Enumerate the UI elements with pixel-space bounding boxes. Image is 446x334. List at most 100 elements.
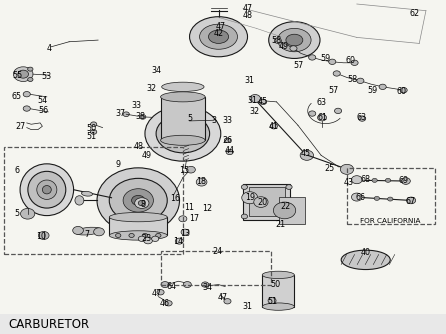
- Circle shape: [38, 231, 49, 239]
- Ellipse shape: [75, 227, 102, 235]
- Circle shape: [242, 192, 258, 204]
- Circle shape: [138, 236, 145, 241]
- Circle shape: [250, 95, 260, 103]
- Bar: [262, 275, 294, 307]
- Text: 41: 41: [268, 123, 278, 131]
- Circle shape: [186, 166, 195, 173]
- Circle shape: [91, 122, 97, 127]
- Text: 58: 58: [272, 36, 281, 44]
- Circle shape: [73, 226, 83, 234]
- Circle shape: [123, 112, 129, 117]
- Circle shape: [179, 216, 187, 222]
- Circle shape: [309, 111, 316, 116]
- Text: 14: 14: [173, 237, 183, 245]
- Text: 31: 31: [245, 76, 255, 85]
- Circle shape: [202, 282, 209, 287]
- Ellipse shape: [262, 271, 294, 279]
- Text: 5: 5: [14, 209, 19, 218]
- Circle shape: [270, 124, 277, 129]
- Circle shape: [175, 238, 183, 244]
- Circle shape: [318, 114, 326, 121]
- Text: 63: 63: [316, 98, 326, 107]
- Text: 65: 65: [12, 93, 22, 101]
- Bar: [347, 168, 435, 224]
- Text: 15: 15: [179, 166, 189, 175]
- Circle shape: [290, 46, 297, 51]
- Ellipse shape: [28, 171, 66, 208]
- Text: 3: 3: [211, 116, 217, 125]
- Circle shape: [157, 290, 164, 295]
- Ellipse shape: [97, 168, 179, 233]
- Text: 43: 43: [344, 178, 354, 186]
- Text: 57: 57: [328, 87, 338, 95]
- Text: CARBURETOR: CARBURETOR: [8, 318, 89, 331]
- Circle shape: [21, 208, 35, 219]
- Circle shape: [156, 233, 161, 237]
- Text: 56: 56: [39, 107, 49, 115]
- Text: 42: 42: [214, 29, 223, 38]
- Circle shape: [372, 178, 377, 182]
- Text: 60: 60: [345, 56, 355, 64]
- Text: 51: 51: [87, 132, 96, 141]
- Text: 4: 4: [46, 44, 52, 53]
- Text: 44: 44: [225, 147, 235, 155]
- Ellipse shape: [109, 178, 167, 222]
- Bar: [109, 217, 167, 235]
- Bar: [161, 97, 205, 140]
- Text: 27: 27: [15, 123, 25, 131]
- Ellipse shape: [208, 30, 228, 43]
- Text: 62: 62: [410, 9, 420, 18]
- Ellipse shape: [132, 195, 145, 205]
- Text: 64: 64: [167, 282, 177, 291]
- Text: 5: 5: [187, 114, 192, 123]
- Text: 47: 47: [152, 289, 162, 298]
- Ellipse shape: [161, 92, 205, 102]
- Circle shape: [309, 55, 316, 60]
- Ellipse shape: [168, 123, 197, 144]
- Ellipse shape: [161, 82, 204, 92]
- Text: 54: 54: [38, 96, 48, 105]
- Text: 9: 9: [116, 160, 121, 169]
- Text: 59: 59: [321, 54, 330, 63]
- Bar: [4, 147, 183, 254]
- Text: 24: 24: [213, 247, 223, 256]
- Circle shape: [300, 150, 314, 160]
- Bar: [279, 197, 305, 224]
- Circle shape: [161, 282, 169, 288]
- Text: 49: 49: [142, 151, 152, 160]
- Ellipse shape: [268, 22, 320, 58]
- Text: 32: 32: [249, 108, 259, 116]
- Circle shape: [357, 78, 364, 84]
- Text: 59: 59: [368, 86, 377, 95]
- Circle shape: [351, 176, 362, 184]
- Text: 47: 47: [243, 4, 252, 13]
- Circle shape: [388, 197, 393, 201]
- Text: 11: 11: [185, 203, 194, 211]
- Text: 38: 38: [136, 113, 145, 121]
- Text: 34: 34: [202, 283, 212, 292]
- Text: 47: 47: [218, 294, 228, 302]
- Text: 33: 33: [223, 116, 232, 125]
- Text: 55: 55: [13, 71, 23, 79]
- Circle shape: [351, 60, 358, 65]
- Text: 66: 66: [355, 193, 365, 202]
- Circle shape: [196, 178, 207, 186]
- Circle shape: [385, 178, 391, 182]
- Circle shape: [152, 236, 159, 241]
- Text: 69: 69: [399, 176, 409, 185]
- Circle shape: [379, 84, 386, 90]
- Circle shape: [135, 198, 149, 208]
- Text: 47: 47: [216, 22, 226, 31]
- Circle shape: [241, 185, 248, 189]
- Ellipse shape: [161, 135, 205, 145]
- Circle shape: [144, 237, 153, 244]
- Text: 12: 12: [202, 204, 212, 213]
- Circle shape: [116, 233, 121, 237]
- Bar: [161, 251, 271, 285]
- Text: 33: 33: [131, 101, 141, 110]
- Circle shape: [23, 92, 30, 97]
- Circle shape: [140, 115, 146, 119]
- Text: 7: 7: [84, 230, 90, 239]
- Circle shape: [13, 67, 33, 81]
- Circle shape: [138, 200, 145, 206]
